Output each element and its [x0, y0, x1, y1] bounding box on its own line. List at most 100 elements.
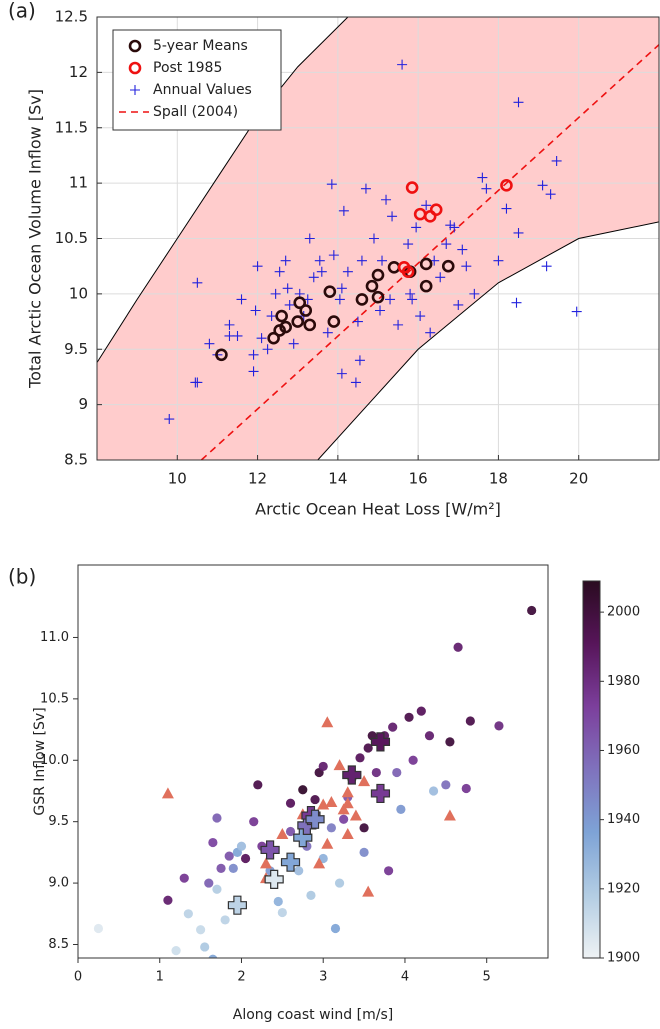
data-point — [449, 222, 460, 233]
data-point — [424, 731, 435, 741]
data-point — [336, 283, 347, 294]
y-tick-label: 10.0 — [40, 753, 69, 768]
data-point — [511, 297, 522, 308]
x-axis-label: Along coast wind [m/s] — [233, 1007, 393, 1023]
data-point — [349, 809, 362, 821]
data-point — [227, 895, 247, 915]
data-point — [350, 377, 361, 388]
plot-frame — [96, 16, 660, 461]
data-point — [371, 268, 385, 282]
plot-frame — [77, 564, 549, 959]
y-tick-label: 9.0 — [48, 876, 69, 891]
x-tick-label: 1 — [156, 970, 164, 985]
data-point — [322, 327, 333, 338]
data-point — [321, 716, 334, 728]
data-point — [310, 794, 320, 805]
x-tick-label: 0 — [74, 970, 82, 985]
colorbar-tick-label: 1980 — [607, 674, 640, 689]
data-point — [240, 853, 251, 864]
data-point — [445, 220, 456, 231]
data-point — [318, 761, 328, 772]
data-point — [354, 355, 365, 366]
band-edge — [97, 17, 349, 363]
y-tick-label: 11 — [69, 174, 88, 192]
colorbar-tick-label: 2000 — [607, 605, 640, 620]
data-point — [298, 785, 308, 795]
data-point — [306, 890, 316, 900]
data-point — [228, 863, 238, 873]
data-point — [421, 200, 432, 211]
data-point — [256, 333, 267, 344]
data-point — [377, 255, 388, 266]
data-point — [362, 885, 375, 897]
data-point — [416, 706, 426, 716]
data-point — [252, 261, 263, 272]
data-point — [541, 261, 552, 272]
panel-label: (a) — [8, 0, 36, 23]
data-point — [280, 255, 291, 266]
data-point — [304, 233, 315, 244]
data-point — [481, 183, 492, 194]
data-point — [275, 309, 288, 323]
data-point — [260, 840, 280, 860]
data-point — [453, 299, 464, 310]
data-point — [326, 179, 337, 190]
data-point — [371, 767, 381, 778]
data-point — [445, 737, 455, 747]
data-point — [342, 266, 353, 277]
data-point — [477, 172, 488, 183]
data-point — [260, 857, 272, 869]
x-tick-label: 5 — [483, 970, 491, 985]
data-point — [513, 97, 524, 108]
data-point — [356, 255, 367, 266]
data-point — [293, 296, 307, 310]
data-point — [328, 250, 339, 261]
data-point — [284, 299, 295, 310]
data-point — [359, 823, 369, 833]
data-point — [337, 803, 350, 815]
colorbar-tick-label: 1960 — [607, 743, 640, 758]
legend-label: Post 1985 — [153, 60, 222, 76]
data-point — [253, 780, 263, 790]
data-point — [381, 194, 392, 205]
legend-marker — [128, 61, 142, 75]
reference-line — [200, 44, 659, 460]
x-tick-label: 12 — [248, 470, 267, 488]
data-point — [407, 294, 418, 305]
data-point — [392, 767, 402, 778]
data-point — [500, 179, 513, 192]
data-point — [441, 239, 452, 250]
x-tick-label: 10 — [168, 470, 187, 488]
data-point — [288, 338, 299, 349]
data-point — [370, 732, 391, 752]
legend-marker — [130, 85, 140, 95]
data-point — [338, 205, 349, 216]
data-point — [274, 266, 285, 277]
data-point — [267, 331, 280, 345]
data-point — [428, 786, 439, 796]
data-point — [321, 837, 334, 849]
data-point — [215, 348, 228, 362]
data-point — [435, 272, 446, 283]
colorbar-tick-label: 1900 — [607, 951, 640, 966]
data-point — [403, 239, 414, 250]
data-point — [303, 318, 317, 332]
data-point — [333, 759, 346, 771]
data-point — [190, 377, 201, 388]
data-point — [384, 866, 394, 876]
data-point — [171, 946, 181, 956]
data-point — [469, 288, 480, 299]
data-point — [341, 786, 354, 798]
data-point — [441, 259, 455, 273]
data-point — [396, 804, 406, 814]
data-point — [457, 244, 468, 255]
data-point — [352, 316, 363, 327]
x-tick-label: 20 — [569, 470, 588, 488]
data-point — [334, 878, 345, 888]
data-point — [291, 315, 305, 328]
data-point — [429, 203, 443, 217]
data-point — [200, 942, 210, 952]
legend-label: 5-year Means — [153, 38, 248, 54]
y-tick-label: 11.0 — [40, 630, 69, 645]
